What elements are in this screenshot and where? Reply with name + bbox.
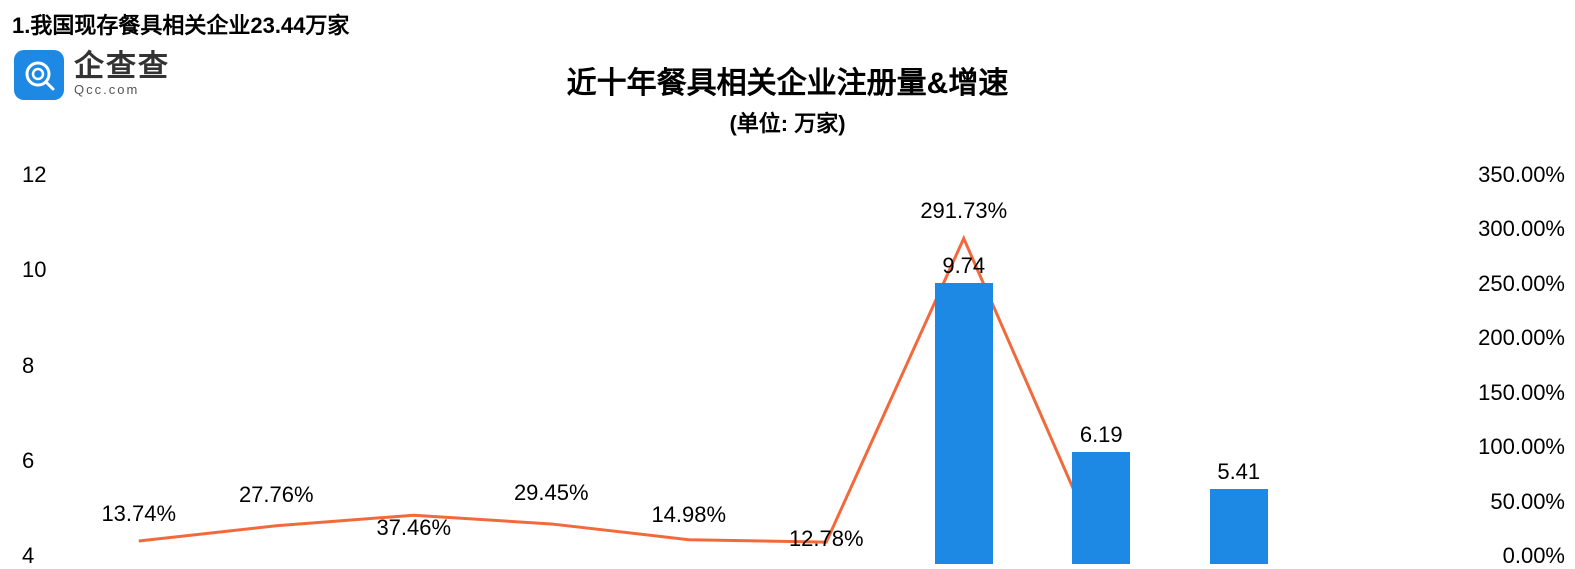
- growth-rate-label: 14.98%: [651, 502, 726, 528]
- growth-rate-label: 13.74%: [101, 501, 176, 527]
- y-right-axis: 0.00%50.00%100.00%150.00%200.00%250.00%3…: [1485, 150, 1575, 564]
- chart-title-block: 近十年餐具相关企业注册量&增速 (单位: 万家): [0, 58, 1575, 138]
- chart-subtitle: (单位: 万家): [0, 106, 1575, 138]
- growth-rate-label: 37.46%: [376, 515, 451, 541]
- chart-title: 近十年餐具相关企业注册量&增速: [0, 58, 1575, 102]
- y-right-tick: 200.00%: [1478, 325, 1565, 351]
- logo: 企查查 Qcc.com: [14, 50, 170, 100]
- logo-text: 企查查 Qcc.com: [74, 52, 170, 98]
- page-heading: 1.我国现存餐具相关企业23.44万家: [0, 0, 1575, 40]
- bar-value-label: 5.41: [1217, 459, 1260, 485]
- y-left-tick: 10: [22, 257, 46, 283]
- y-right-tick: 250.00%: [1478, 271, 1565, 297]
- y-right-tick: 100.00%: [1478, 434, 1565, 460]
- y-right-tick: 0.00%: [1503, 543, 1565, 569]
- logo-name-en: Qcc.com: [74, 82, 170, 98]
- y-right-tick: 50.00%: [1490, 489, 1565, 515]
- qcc-logo-icon: [14, 50, 64, 100]
- chart-area: 4681012 0.00%50.00%100.00%150.00%200.00%…: [0, 150, 1575, 564]
- y-left-tick: 4: [22, 543, 34, 569]
- y-right-tick: 350.00%: [1478, 162, 1565, 188]
- y-left-tick: 12: [22, 162, 46, 188]
- growth-rate-label: 12.78%: [789, 526, 864, 552]
- bar: [935, 283, 993, 564]
- growth-rate-label: 29.45%: [514, 480, 589, 506]
- y-left-tick: 8: [22, 353, 34, 379]
- y-right-tick: 150.00%: [1478, 380, 1565, 406]
- y-right-tick: 300.00%: [1478, 216, 1565, 242]
- growth-rate-label: 291.73%: [920, 198, 1007, 224]
- y-left-tick: 6: [22, 448, 34, 474]
- plot-area: 9.74 6.19 5.41 13.74% 27.76% 37.46% 29.45% 14.9…: [70, 150, 1445, 564]
- logo-name-cn: 企查查: [74, 52, 170, 82]
- bar-value-label: 6.19: [1080, 422, 1123, 448]
- bar: [1210, 489, 1268, 564]
- growth-rate-label: 27.76%: [239, 482, 314, 508]
- bar-value-label: 9.74: [942, 253, 985, 279]
- bar: [1072, 452, 1130, 564]
